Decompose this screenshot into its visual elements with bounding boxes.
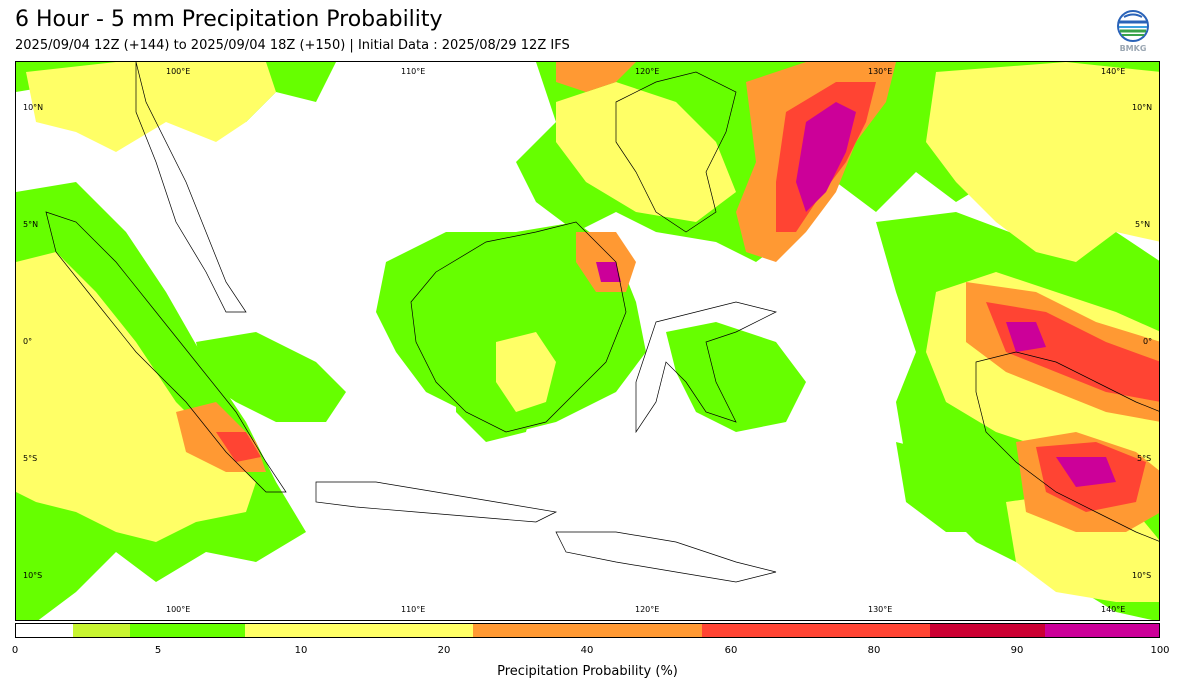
region-borneo-ne-magenta [596,262,621,282]
coast-sulawesi [635,301,778,434]
lat-left-5s: 5°S [23,454,38,463]
region-east-yellow [926,62,1159,262]
region-north-orange [556,62,636,92]
coastlines [45,62,1159,583]
lon-bottom-140: 140°E [1101,605,1126,614]
lon-bottom-130: 130°E [868,605,893,614]
lon-bottom-100: 100°E [166,605,191,614]
precipitation-map: 100°E 110°E 120°E 130°E 140°E 100°E 110°… [15,61,1160,621]
lat-left-0: 0° [23,337,33,346]
region-arafura-magenta [1056,457,1116,487]
region-philippines-magenta [796,102,856,212]
coast-papua [975,351,1159,542]
lat-left-10s: 10°S [23,571,43,580]
coast-java [315,481,558,523]
map-subtitle: 2025/09/04 12Z (+144) to 2025/09/04 18Z … [15,38,570,53]
region-sulawesi-maluku [666,322,806,432]
logo-text: BMKG [1119,44,1147,53]
region-north-yellow [26,62,276,152]
lat-right-10n: 10°N [1132,103,1153,112]
colorbar-tick-90: 90 [1010,645,1024,656]
lon-top-110: 110°E [401,67,426,76]
lat-right-5n: 5°N [1135,220,1151,229]
lon-top-130: 130°E [868,67,893,76]
region-borneo-yellow [496,332,556,412]
colorbar-tick-0: 0 [11,645,19,656]
colorbar-segment-40-60 [473,624,702,637]
colorbar-tick-10: 10 [294,645,308,656]
bmkg-logo: BMKG [1114,10,1152,56]
region-sumatra-red [216,432,261,462]
region-papua-magenta [1006,322,1046,352]
colorbar-tick-20: 20 [437,645,451,656]
bmkg-logo-icon [1117,10,1149,42]
lon-top-100: 100°E [166,67,191,76]
coast-philippines [615,71,737,233]
colorbar-label: Precipitation Probability (%) [497,664,678,679]
colorbar-tick-5: 5 [154,645,162,656]
colorbar-tick-60: 60 [724,645,738,656]
lat-right-10s: 10°S [1132,571,1152,580]
region-borneo-interior [376,222,646,432]
colorbar-segment-10-20 [130,624,245,637]
colorbar-segment-90-100 [1044,624,1159,637]
lat-left-5n: 5°N [23,220,39,229]
colorbar-segment-20-40 [244,624,474,637]
colorbar-segment-60-80 [701,624,931,637]
colorbar-segment-5-10 [73,624,131,637]
lon-top-140: 140°E [1101,67,1126,76]
colorbar-tick-40: 40 [580,645,594,656]
lat-right-0: 0° [1143,337,1153,346]
precip-c90-layer [596,102,1116,487]
coast-sumatra [45,211,287,493]
coast-borneo [410,221,627,433]
coast-nusa-tenggara [555,531,777,583]
map-canvas [16,62,1159,620]
colorbar-tick-80: 80 [867,645,881,656]
colorbar-segment-0-5 [16,624,74,637]
lon-top-120: 120°E [635,67,660,76]
coast-malay-peninsula [135,62,247,313]
region-north-central-yellow [556,82,736,222]
colorbar-segment-80-90 [930,624,1045,637]
colorbar [15,623,1160,638]
lon-bottom-120: 120°E [635,605,660,614]
region-sumatra-west-coast [16,252,256,542]
lat-left-10n: 10°N [23,103,44,112]
region-papua-south [896,442,1016,532]
lat-right-5s: 5°S [1137,454,1152,463]
lon-bottom-110: 110°E [401,605,426,614]
region-central-islands [196,332,346,422]
map-title: 6 Hour - 5 mm Precipitation Probability [15,7,443,32]
colorbar-tick-100: 100 [1150,645,1170,656]
